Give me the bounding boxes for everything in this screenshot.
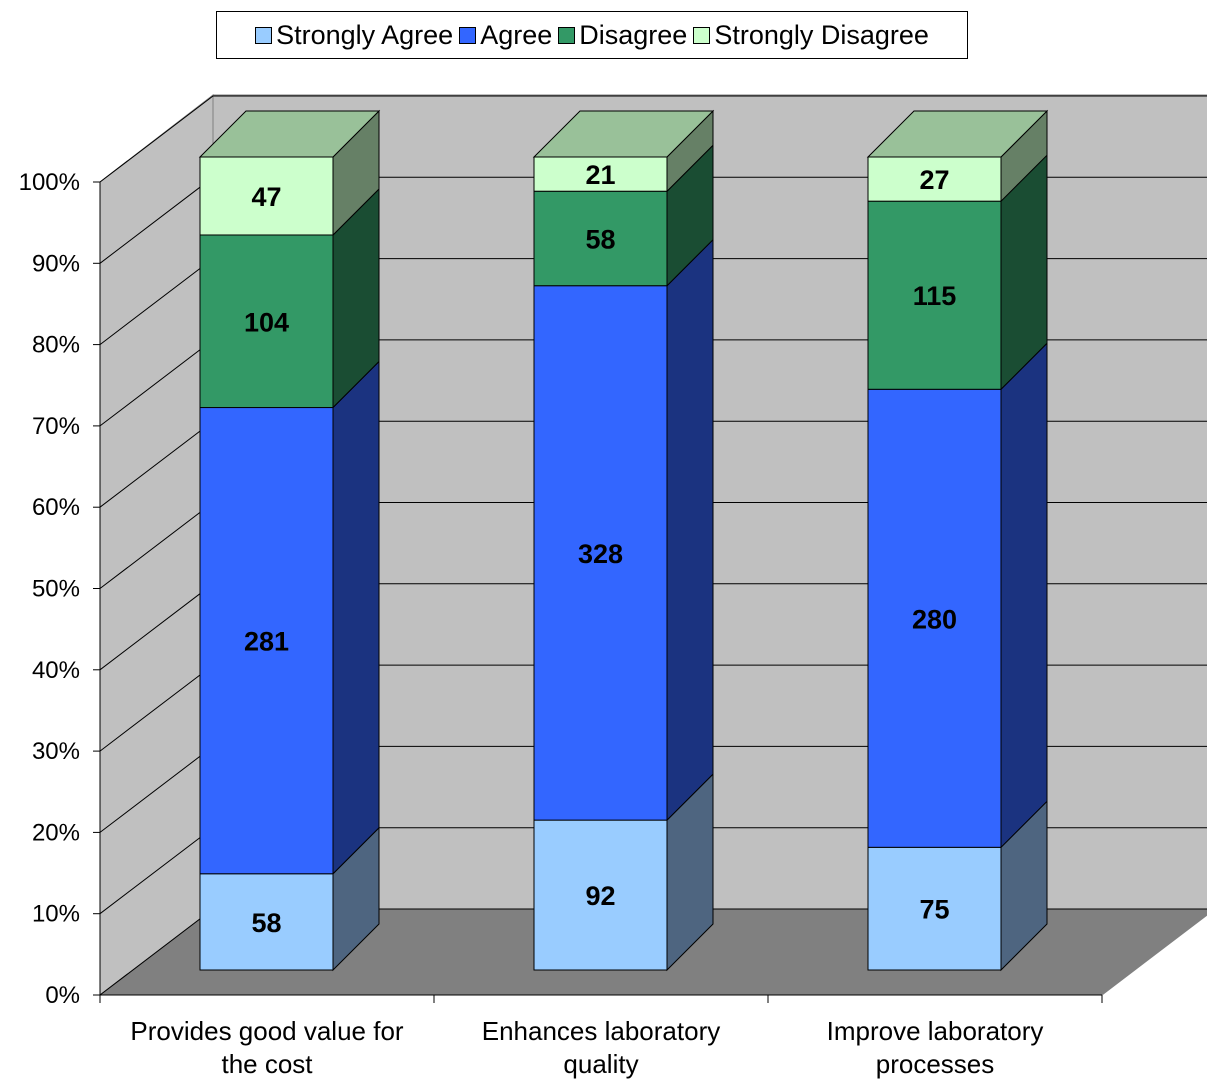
y-tick-label: 20%	[32, 819, 80, 846]
data-label: 104	[244, 307, 289, 337]
bar-segment-front	[533, 190, 668, 287]
bar-segment: 92	[533, 772, 714, 972]
bar-segment: 115	[867, 153, 1048, 391]
x-category-label: Enhances laboratory	[482, 1016, 720, 1046]
bar-segment: 104	[199, 187, 380, 409]
bar-segment: 75	[867, 800, 1048, 972]
data-label: 58	[251, 908, 281, 938]
data-label: 58	[585, 224, 615, 254]
y-tick-label: 60%	[32, 494, 80, 521]
bar-top	[532, 110, 715, 158]
x-category-label: quality	[563, 1049, 638, 1079]
bar-segment: 280	[867, 342, 1048, 849]
y-tick-label: 50%	[32, 576, 80, 603]
bar-segment: 47	[198, 109, 381, 237]
chart-legend: Strongly Agree Agree Disagree Strongly Disa…	[216, 11, 968, 59]
y-tick-label: 30%	[32, 738, 80, 765]
gridline	[99, 95, 1207, 183]
data-label: 115	[913, 281, 957, 311]
legend-swatch	[459, 26, 477, 44]
bar-segment-side	[666, 238, 714, 822]
data-label: 47	[251, 182, 281, 212]
data-label: 75	[919, 895, 949, 925]
y-tick-label: 10%	[32, 901, 80, 928]
legend-label: Agree	[480, 19, 553, 50]
bar-segment: 328	[533, 238, 714, 822]
y-tick-label: 70%	[32, 413, 80, 440]
bar-segment: 27	[866, 109, 1049, 203]
legend-item: Agree	[459, 20, 552, 51]
bar-segment-side	[332, 360, 380, 875]
bar-segment-front	[199, 407, 334, 875]
legend-swatch	[255, 26, 273, 44]
bar-top	[866, 110, 1049, 158]
bar-segment-side	[1000, 342, 1048, 849]
data-label: 280	[912, 604, 957, 634]
y-tick-label: 40%	[32, 657, 80, 684]
x-category-label: processes	[876, 1049, 995, 1079]
y-tick-label: 90%	[32, 250, 80, 277]
x-category-label: Improve laboratory	[827, 1016, 1044, 1046]
legend-label: Disagree	[579, 19, 688, 50]
bar-segment-front	[867, 846, 1002, 971]
bar-segment-front	[533, 156, 668, 192]
bar-segment-front	[533, 819, 668, 971]
bar-segment: 58	[199, 826, 380, 972]
data-label: 281	[244, 627, 289, 657]
legend-swatch	[558, 26, 576, 44]
data-label: 21	[585, 160, 615, 190]
x-category-label: the cost	[221, 1049, 313, 1079]
x-category-label: Provides good value for	[130, 1016, 404, 1046]
bar-segment: 281	[199, 360, 380, 875]
legend-item: Strongly Agree	[255, 20, 453, 51]
bar-segment-front	[199, 234, 334, 409]
bar-segment-front	[533, 285, 668, 821]
legend-label: Strongly Agree	[276, 19, 454, 50]
bar-segment: 21	[532, 109, 715, 193]
y-tick-label: 0%	[45, 982, 80, 1009]
legend-swatch	[693, 26, 711, 44]
y-tick-label: 100%	[19, 169, 80, 196]
y-tick-label: 80%	[32, 332, 80, 359]
bar-top	[198, 110, 381, 158]
bar-segment-front	[199, 156, 334, 236]
data-label: 328	[578, 539, 623, 569]
legend-item: Disagree	[558, 20, 687, 51]
legend-label: Strongly Disagree	[714, 19, 929, 50]
bar-segment-front	[867, 388, 1002, 848]
bar-segment-front	[867, 200, 1002, 390]
bar-segment-front	[867, 156, 1002, 202]
data-label: 27	[919, 165, 949, 195]
data-label: 92	[585, 881, 615, 911]
legend-item: Strongly Disagree	[693, 20, 929, 51]
